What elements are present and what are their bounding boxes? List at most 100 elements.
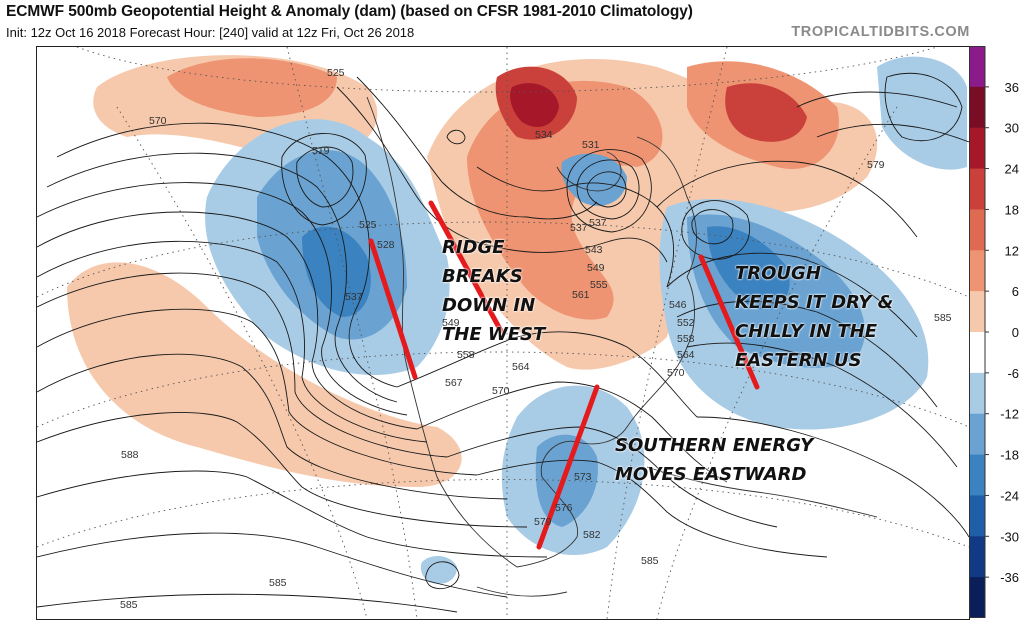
annotation-ridge-line-2: BREAKS (442, 266, 523, 287)
contour-label: 558 (457, 349, 475, 361)
contour-label: 555 (590, 279, 608, 291)
contour-label: 546 (669, 299, 687, 311)
contour-label: 579 (534, 516, 552, 528)
annotation-southern-line-1: SOUTHERN ENERGY (615, 435, 814, 456)
colorbar-tick-label: 12 (1005, 243, 1019, 258)
brand-watermark: TROPICALTIDBITS.COM (791, 24, 970, 40)
colorbar-tick-label: -24 (1000, 488, 1019, 503)
colorbar-swatch (969, 536, 985, 578)
contour-label: 585 (934, 312, 952, 324)
colorbar-swatch (969, 209, 985, 251)
contour-label: 537 (345, 291, 363, 303)
chart-title: ECMWF 500mb Geopotential Height & Anomal… (6, 3, 693, 20)
colorbar-tick-label: 6 (1012, 284, 1019, 299)
contour-label: 549 (587, 262, 605, 274)
contour-label: 573 (574, 471, 592, 483)
contour-label: 519 (312, 145, 330, 157)
colorbar-tick-label: -12 (1000, 407, 1019, 422)
map-canvas (37, 47, 969, 619)
contour-label: 528 (377, 239, 395, 251)
colorbar-swatch (969, 46, 985, 88)
contour-label: 570 (149, 115, 167, 127)
height-contours (37, 72, 969, 613)
contour-label: 525 (327, 67, 345, 79)
annotation-trough-line-4: EASTERN US (735, 350, 862, 371)
annotation-trough-line-3: CHILLY IN THE (735, 321, 878, 342)
negative-anomaly-gulf-mid (535, 434, 598, 527)
colorbar-tick-label: 18 (1005, 202, 1019, 217)
contour-label: 531 (582, 139, 600, 151)
colorbar-tick-label: -6 (1007, 366, 1019, 381)
colorbar-tick-label: -36 (1000, 570, 1019, 585)
annotation-trough: TROUGH KEEPS IT DRY & CHILLY IN THE EAST… (735, 259, 893, 375)
annotation-southern-energy: SOUTHERN ENERGY MOVES EASTWARD (615, 431, 813, 489)
contour-label: 570 (492, 385, 510, 397)
east-trough-axis (698, 254, 760, 390)
colorbar-tick-label: 30 (1005, 121, 1019, 136)
annotation-trough-line-1: TROUGH (735, 263, 821, 284)
colorbar-swatch (969, 372, 985, 415)
colorbar-swatch (969, 291, 985, 333)
contour-label: 537 (589, 217, 607, 229)
contour-label: 564 (512, 361, 530, 373)
negative-anomaly-west-coast-core (302, 226, 371, 317)
contour-label: 567 (445, 377, 463, 389)
contour-label: 579 (867, 159, 885, 171)
contour-label: 534 (535, 129, 553, 141)
west-trough-axis (368, 238, 418, 380)
contour-label: 582 (583, 529, 601, 541)
contour-labels: 525 570 519 525 528 537 534 531 537 543 549 555 561 5… (37, 47, 969, 619)
annotation-southern-line-2: MOVES EASTWARD (615, 464, 807, 485)
positive-anomaly-east-pacific (67, 262, 462, 487)
colorbar-tick-label: -18 (1000, 448, 1019, 463)
colorbar-swatch (969, 86, 985, 129)
contour-label: 588 (121, 449, 139, 461)
contour-label: 585 (269, 577, 287, 589)
colorbar-tick-label: 0 (1012, 325, 1019, 340)
positive-anomaly-pacific-nw-core (167, 58, 337, 117)
colorbar-swatch (969, 495, 985, 537)
contour-label: 543 (585, 244, 603, 256)
annotation-ridge-line-1: RIDGE (442, 237, 505, 258)
colorbar-swatches (969, 46, 986, 618)
positive-anomaly-greenland-core (725, 83, 807, 142)
positive-anomaly-baffin-max (510, 83, 559, 127)
map-panel: 525 570 519 525 528 537 534 531 537 543 549 555 561 5… (36, 46, 970, 620)
colorbar-ticks: 36 30 24 18 12 6 0 -6 -12 -18 -24 -30 -36 (985, 80, 1019, 585)
contour-label: 585 (641, 555, 659, 567)
contour-label: 558 (677, 333, 695, 345)
colorbar-swatch (969, 127, 985, 170)
colorbar-swatch (969, 250, 985, 292)
contour-label: 525 (359, 219, 377, 231)
colorbar-swatch (969, 332, 985, 374)
colorbar-swatch (969, 577, 985, 618)
contour-label: 549 (442, 317, 460, 329)
annotation-trough-line-2: KEEPS IT DRY & (735, 292, 894, 313)
contour-label: 552 (677, 317, 695, 329)
coastlines (366, 96, 878, 597)
contour-label: 570 (667, 367, 685, 379)
contour-label: 561 (572, 289, 590, 301)
colorbar-swatch (969, 413, 985, 456)
contour-label: 585 (120, 599, 138, 611)
lat-lon-grid (37, 47, 969, 619)
negative-anomaly-east-core (707, 226, 790, 310)
positive-anomaly-canada-mid (467, 80, 663, 320)
colorbar-tick-label: 24 (1005, 162, 1019, 177)
colorbar-tick-label: 36 (1005, 80, 1019, 95)
annotation-ridge-line-3: DOWN IN (442, 295, 536, 316)
annotation-ridge-line-4: THE WEST (442, 324, 546, 345)
contour-label: 537 (570, 222, 588, 234)
contour-label: 564 (677, 349, 695, 361)
forecast-info: Init: 12z Oct 16 2018 Forecast Hour: [24… (6, 25, 415, 40)
ridge-axis (428, 200, 504, 334)
anomaly-colorbar: 36 30 24 18 12 6 0 -6 -12 -18 -24 -30 -36 (969, 46, 1019, 618)
contour-label: 576 (555, 502, 573, 514)
annotation-ridge: RIDGE BREAKS DOWN IN THE WEST (442, 233, 545, 349)
southern-energy-axis (536, 384, 600, 550)
colorbar-swatch (969, 454, 985, 496)
colorbar-tick-label: -30 (1000, 529, 1019, 544)
annotation-lines (368, 200, 760, 550)
colorbar-swatch (969, 168, 985, 210)
negative-anomaly-pacific-east-north (877, 56, 967, 170)
